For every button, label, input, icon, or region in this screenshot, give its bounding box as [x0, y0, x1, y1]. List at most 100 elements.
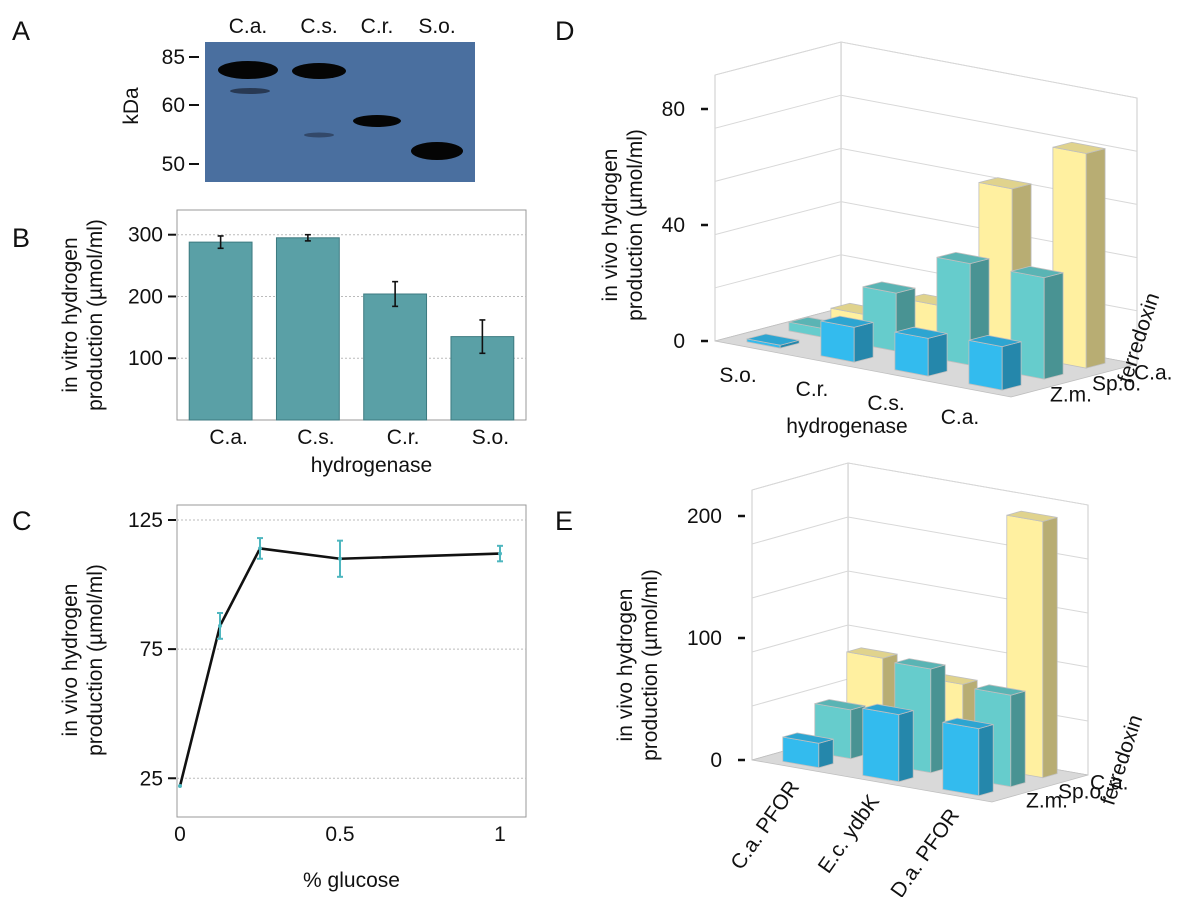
- data-point: [258, 546, 262, 551]
- marker-label: 50: [162, 153, 185, 176]
- x-tick-label: C.s.: [297, 426, 334, 449]
- bar-side: [853, 321, 874, 363]
- x-tick-label: C.r.: [796, 378, 829, 401]
- y-tick-label: 25: [140, 767, 163, 790]
- blot-band-cs-minor: [304, 132, 334, 138]
- bar-top: [820, 315, 874, 328]
- x-tick-label: C.a.: [941, 406, 980, 429]
- x-tick-label: C.s.: [867, 392, 904, 415]
- series-label: Z.m.: [1050, 384, 1092, 407]
- marker-label: 85: [162, 46, 185, 69]
- bar: [188, 241, 253, 421]
- bar-front: [820, 320, 855, 363]
- series-label: Z.m.: [1026, 790, 1068, 813]
- data-point: [338, 556, 342, 561]
- bar-front: [894, 331, 929, 377]
- bar-side: [1010, 690, 1026, 788]
- y-tick-label: 75: [140, 638, 163, 661]
- x-axis-label: hydrogenase: [786, 415, 907, 438]
- bar-top: [894, 658, 946, 670]
- blot-band-so: [411, 142, 463, 160]
- bar-top: [1052, 141, 1106, 154]
- panel-letter-d: D: [555, 16, 575, 46]
- panel-letter-a: A: [12, 16, 30, 46]
- panel-letter-c: C: [12, 506, 32, 536]
- bar-top: [978, 177, 1032, 190]
- bar-top: [936, 251, 990, 265]
- bar-side: [1042, 516, 1058, 779]
- western-blot: [205, 42, 475, 182]
- y-tick-label: 80: [662, 98, 685, 121]
- x-tick-label: E.c. ydbK: [814, 791, 884, 878]
- series-label: C.a.: [1090, 772, 1129, 795]
- bar-top: [968, 334, 1022, 348]
- x-tick-label: C.a.: [209, 426, 248, 449]
- bar-front: [862, 707, 900, 783]
- plot-area: [176, 504, 527, 818]
- y-tick-label: 100: [128, 347, 163, 370]
- y-tick-label: 125: [128, 509, 163, 532]
- bar-top: [1010, 265, 1064, 279]
- data-point: [178, 784, 182, 789]
- blot-band-cs: [292, 63, 346, 79]
- bar-top: [974, 684, 1026, 696]
- bar-side: [818, 738, 834, 769]
- blot-ylabel: kDa: [120, 87, 143, 125]
- bar-top: [862, 281, 916, 294]
- y-axis-label: in vivo hydrogen production (µmol/ml): [599, 129, 647, 321]
- bar-top: [894, 326, 948, 339]
- bar: [363, 293, 428, 421]
- z-axis-label: ferredoxin: [1096, 712, 1147, 808]
- x-tick-label: S.o.: [472, 426, 509, 449]
- lane-label: C.a.: [229, 15, 268, 38]
- x-tick-label: S.o.: [719, 364, 756, 387]
- x-tick-label: C.a. PFOR: [726, 777, 804, 874]
- x-tick-label: C.r.: [387, 426, 420, 449]
- blot-markers: 85 60 50 kDa: [120, 46, 199, 176]
- panel-letter-b: B: [12, 223, 30, 253]
- x-axis-label: % glucose: [303, 869, 400, 892]
- blot-band-cr: [353, 115, 401, 127]
- panel-letter-e: E: [555, 506, 573, 536]
- x-tick-label: 1: [494, 823, 506, 846]
- bar-side: [978, 723, 994, 797]
- bar-top: [942, 717, 994, 730]
- y-axis-label: in vivo hydrogen production (µmol/ml): [59, 564, 107, 756]
- x-tick-label: D.a. PFOR: [886, 805, 964, 897]
- lane-label: C.s.: [300, 15, 337, 38]
- bar-side: [898, 709, 914, 783]
- y-tick-label: 200: [128, 285, 163, 308]
- bar-top: [782, 732, 834, 744]
- bar-top: [814, 699, 866, 711]
- bar-front: [968, 339, 1003, 391]
- bar-side: [1001, 341, 1022, 391]
- y-axis-label: in vivo hydrogen production (µmol/ml): [614, 569, 662, 761]
- y-axis-label: in vitro hydrogen production (µmol/ml): [59, 219, 107, 411]
- y-tick-label: 0: [710, 749, 722, 772]
- data-point: [498, 551, 502, 556]
- bar-top: [746, 333, 800, 346]
- y-tick-label: 40: [662, 214, 685, 237]
- x-tick-label: 0: [174, 823, 186, 846]
- blot-band-ca-minor: [230, 88, 270, 94]
- y-tick-label: 300: [128, 224, 163, 247]
- bar-top: [862, 703, 914, 716]
- series-label: Sp.o.: [1092, 373, 1141, 396]
- y-tick-label: 200: [687, 505, 722, 528]
- blot-band-ca: [218, 61, 278, 79]
- bar-side: [927, 332, 948, 377]
- lane-label: S.o.: [418, 15, 455, 38]
- data-point: [218, 623, 222, 628]
- bar-top: [1006, 510, 1058, 522]
- bar: [275, 237, 340, 421]
- series-label: C.a.: [1134, 362, 1173, 385]
- bar-front: [942, 721, 980, 797]
- marker-label: 60: [162, 94, 185, 117]
- series-label: Sp.o.: [1058, 781, 1107, 804]
- x-tick-label: 0.5: [325, 823, 354, 846]
- x-axis-label: hydrogenase: [311, 454, 432, 477]
- bar-top: [846, 647, 898, 659]
- bar-side: [1085, 148, 1106, 369]
- side-wall: [714, 41, 842, 342]
